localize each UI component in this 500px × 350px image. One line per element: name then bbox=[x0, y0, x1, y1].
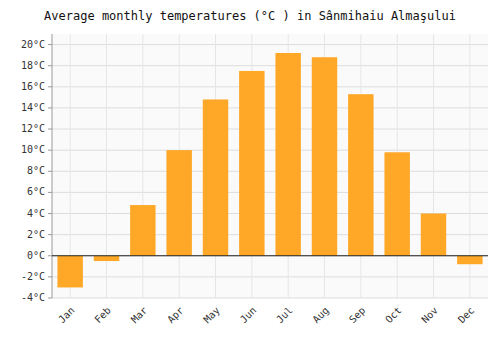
grid-line bbox=[52, 276, 488, 277]
tick-mark bbox=[48, 255, 52, 256]
bar bbox=[203, 99, 228, 255]
tick-mark bbox=[48, 86, 52, 87]
grid-line-x bbox=[433, 34, 434, 298]
tick-mark bbox=[48, 107, 52, 108]
tick-label: 6°C bbox=[27, 186, 45, 197]
tick-mark bbox=[48, 65, 52, 66]
y-axis: -4°C -2°C 0°C 2°C 4°C 6°C 8°C 10°C 12°C 14°C 16°C 1… bbox=[21, 34, 52, 303]
bar bbox=[384, 152, 409, 255]
tick-label: 16°C bbox=[21, 81, 45, 92]
tick-mark bbox=[48, 129, 52, 130]
tick-label: 12°C bbox=[21, 123, 45, 134]
tick-mark bbox=[48, 150, 52, 151]
grid-line bbox=[52, 44, 488, 45]
tick-label: 0°C bbox=[27, 250, 45, 261]
bar bbox=[312, 57, 337, 256]
tick-label: 20°C bbox=[21, 39, 45, 50]
tick-label: Oct bbox=[383, 305, 404, 326]
tick-label: Aug bbox=[310, 305, 331, 326]
grid bbox=[52, 34, 488, 298]
tick-label: Apr bbox=[165, 305, 186, 326]
tick-label: 2°C bbox=[27, 229, 45, 240]
tick-label: Nov bbox=[419, 305, 440, 326]
tick-label: Feb bbox=[92, 305, 113, 326]
tick-label: Mar bbox=[129, 305, 150, 326]
bar bbox=[166, 150, 191, 256]
tick-label: May bbox=[201, 305, 222, 326]
bar bbox=[275, 53, 300, 256]
grid-line bbox=[52, 107, 488, 108]
bar bbox=[94, 256, 119, 261]
tick-label: -2°C bbox=[21, 271, 45, 282]
tick-label: 14°C bbox=[21, 102, 45, 113]
tick-mark bbox=[48, 192, 52, 193]
bar bbox=[348, 94, 373, 256]
tick-mark bbox=[48, 234, 52, 235]
grid-line bbox=[52, 192, 488, 193]
tick-label: Jun bbox=[238, 305, 259, 326]
bars bbox=[57, 53, 482, 287]
x-axis: Jan Feb Mar Apr May Jun Jul Aug Sep Oct Nov Dec bbox=[56, 305, 476, 326]
tick-mark bbox=[48, 171, 52, 172]
grid-line-x bbox=[142, 34, 143, 298]
tick-mark bbox=[48, 298, 52, 299]
tick-label: Sep bbox=[347, 305, 368, 326]
grid-line bbox=[52, 150, 488, 151]
tick-label: Dec bbox=[456, 305, 477, 326]
tick-label: 8°C bbox=[27, 165, 45, 176]
tick-label: 10°C bbox=[21, 144, 45, 155]
bar bbox=[239, 71, 264, 256]
title: Average monthly temperatures (°C ) in Sâ… bbox=[44, 9, 456, 23]
tick-mark bbox=[48, 213, 52, 214]
grid-line bbox=[52, 298, 488, 299]
tick-label: Jan bbox=[56, 305, 77, 326]
zero-line bbox=[52, 255, 488, 256]
tick-mark bbox=[48, 276, 52, 277]
tick-label: -4°C bbox=[21, 292, 45, 303]
tick-label: 4°C bbox=[27, 208, 45, 219]
grid-line bbox=[52, 86, 488, 87]
chart: -4°C -2°C 0°C 2°C 4°C 6°C 8°C 10°C 12°C 14°C 16°C 1… bbox=[0, 0, 500, 350]
grid-line bbox=[52, 129, 488, 130]
bar bbox=[130, 205, 155, 256]
tick-label: 18°C bbox=[21, 60, 45, 71]
grid-line bbox=[52, 171, 488, 172]
tick-label: Jul bbox=[274, 305, 295, 326]
grid-line bbox=[52, 255, 488, 256]
axis-line bbox=[52, 34, 53, 298]
bar bbox=[421, 214, 446, 256]
tick-mark bbox=[48, 44, 52, 45]
grid-line bbox=[52, 65, 488, 66]
bar bbox=[57, 256, 82, 288]
plot-area bbox=[52, 34, 488, 298]
bar bbox=[457, 256, 482, 264]
